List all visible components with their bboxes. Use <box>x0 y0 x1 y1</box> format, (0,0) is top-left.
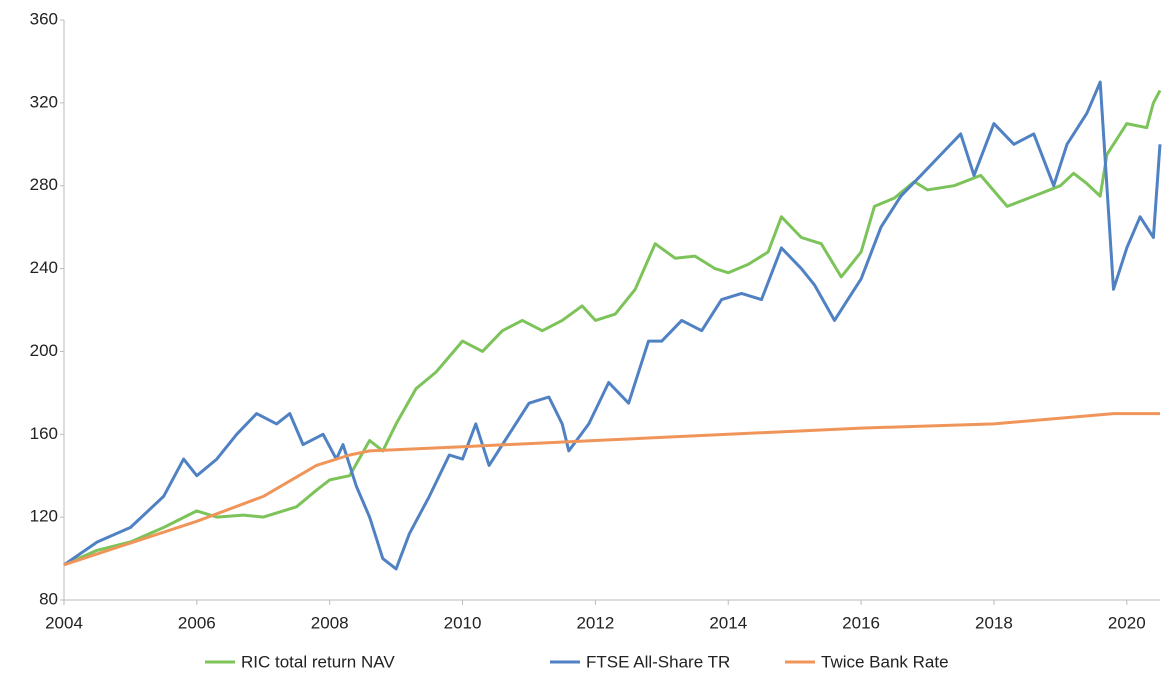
line-series <box>63 89 1162 567</box>
y-tick-label: 200 <box>30 341 58 360</box>
y-tick-label: 280 <box>30 175 58 194</box>
x-tick-label: 2016 <box>842 613 880 632</box>
x-tick-label: 2018 <box>975 613 1013 632</box>
x-tick-label: 2014 <box>709 613 747 632</box>
x-tick-label: 2012 <box>576 613 614 632</box>
legend-label: FTSE All-Share TR <box>586 652 730 671</box>
x-tick-label: 2006 <box>178 613 216 632</box>
y-tick-label: 80 <box>39 589 58 608</box>
x-tick-label: 2008 <box>311 613 349 632</box>
line-series <box>63 80 1162 571</box>
y-tick-label: 240 <box>30 258 58 277</box>
legend-label: Twice Bank Rate <box>821 652 949 671</box>
x-tick-label: 2010 <box>444 613 482 632</box>
y-tick-label: 120 <box>30 507 58 526</box>
y-tick-label: 320 <box>30 92 58 111</box>
line-series <box>63 412 1160 567</box>
x-tick-label: 2004 <box>45 613 83 632</box>
x-tick-label: 2020 <box>1108 613 1146 632</box>
y-tick-label: 360 <box>30 9 58 28</box>
y-tick-label: 160 <box>30 424 58 443</box>
legend-label: RIC total return NAV <box>241 652 395 671</box>
